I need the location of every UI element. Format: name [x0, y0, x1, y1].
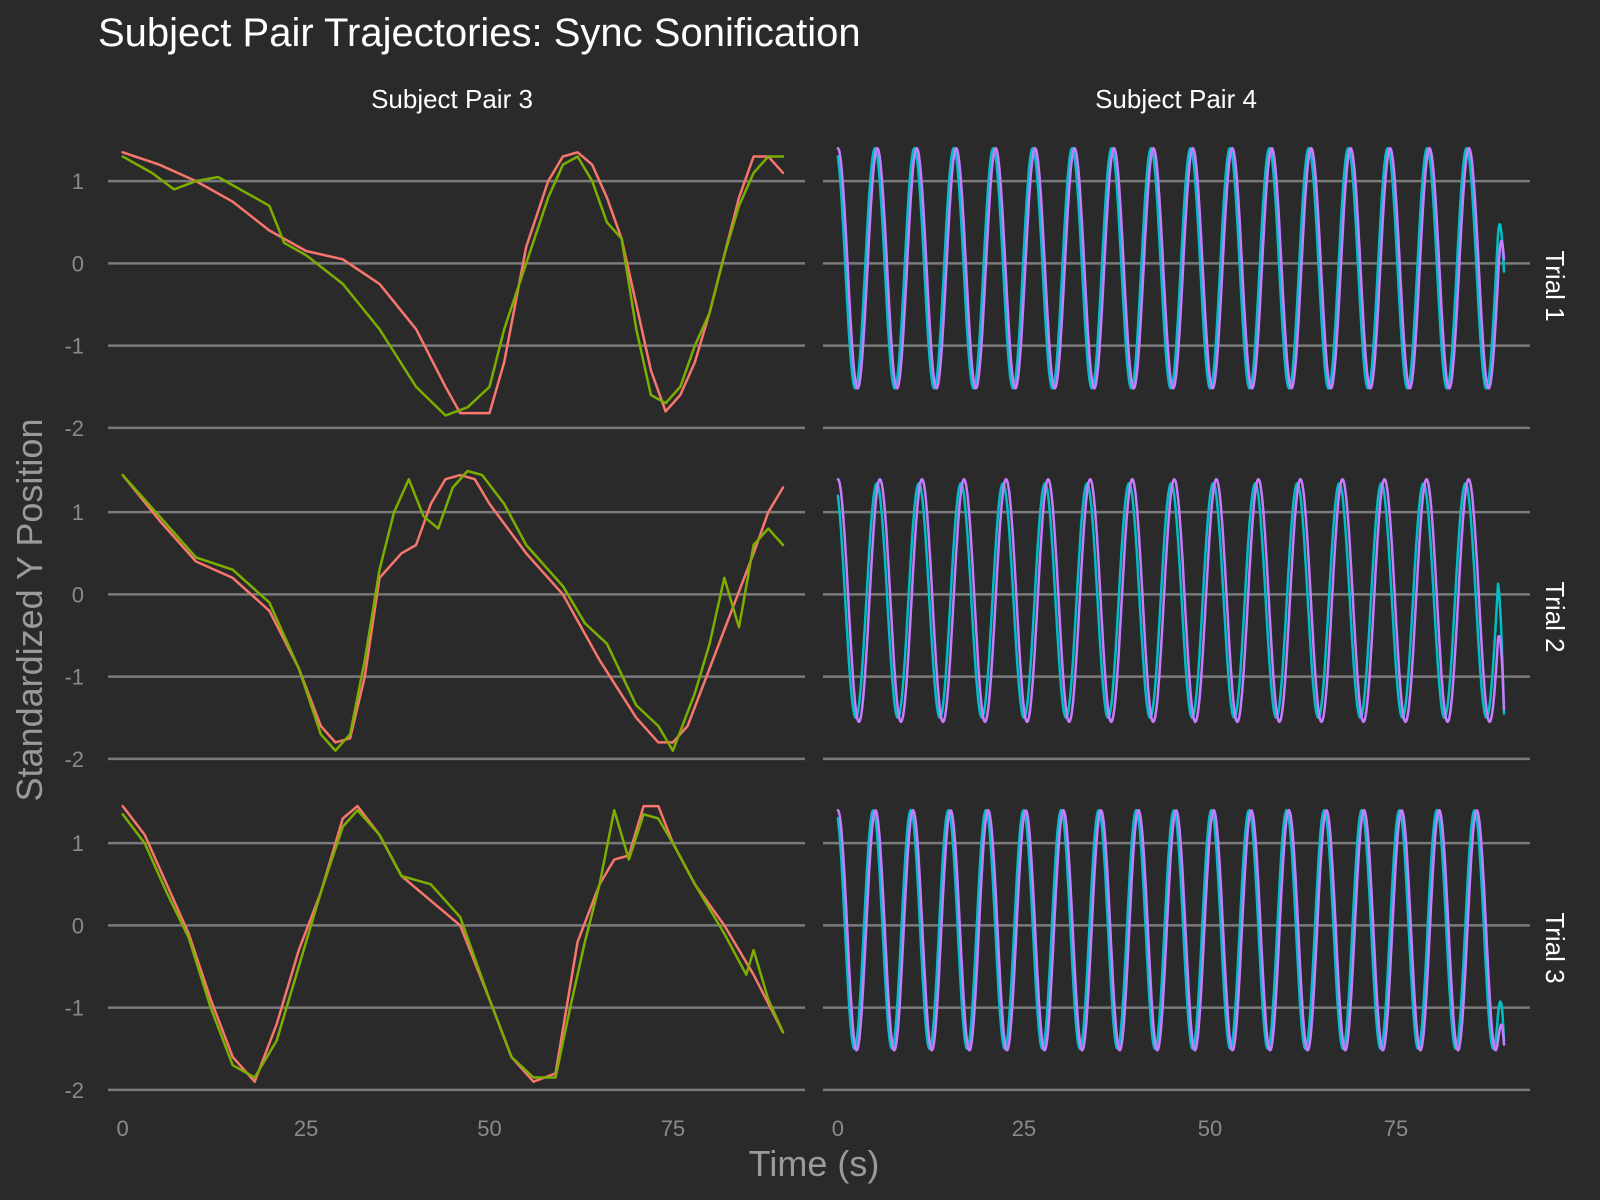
- x-tick-label-subject-pair-4-25: 25: [1012, 1116, 1036, 1141]
- y-tick-label-trial-2--2: -2: [64, 747, 84, 772]
- chart-title: Subject Pair Trajectories: Sync Sonifica…: [98, 11, 861, 55]
- column-strip-subject-pair-4: Subject Pair 4: [1095, 84, 1257, 114]
- y-tick-label-trial-3--1: -1: [64, 996, 84, 1021]
- y-tick-label-trial-1-1: 1: [72, 169, 84, 194]
- panel-trial-2-subject-pair-3: -2 -1 0 1: [64, 469, 805, 772]
- y-tick-label-trial-2--1: -1: [64, 665, 84, 690]
- y-tick-label-trial-1--1: -1: [64, 334, 84, 359]
- x-tick-label-subject-pair-3-25: 25: [294, 1116, 318, 1141]
- x-tick-label-subject-pair-4-75: 75: [1384, 1116, 1408, 1141]
- row-strip-trial-2: Trial 2: [1540, 581, 1570, 652]
- panel-trial-1-subject-pair-3: -2 -1 0 1: [64, 151, 805, 441]
- y-tick-label-trial-1--2: -2: [64, 416, 84, 441]
- panel-trial-1-subject-pair-4-series-1-line: [836, 146, 1506, 390]
- panel-trial-1-subject-pair-3-series-2-line: [121, 155, 785, 417]
- x-tick-label-subject-pair-4-0: 0: [832, 1116, 844, 1141]
- column-strip-subject-pair-3: Subject Pair 3: [371, 84, 533, 114]
- panel-trial-3-subject-pair-4-series-2-line: [836, 808, 1506, 1052]
- x-tick-label-subject-pair-3-0: 0: [117, 1116, 129, 1141]
- panel-trial-3-subject-pair-3-series-1-line: [121, 804, 785, 1083]
- x-axis-title: Time (s): [749, 1143, 880, 1184]
- panel-trial-3-subject-pair-3: -2 -1 0 1 0 25 50 75: [64, 804, 805, 1141]
- y-tick-label-trial-2-0: 0: [72, 582, 84, 607]
- y-tick-label-trial-3-0: 0: [72, 913, 84, 938]
- row-strip-trial-1: Trial 1: [1540, 250, 1570, 321]
- row-strip-trial-3: Trial 3: [1540, 912, 1570, 983]
- panel-trial-3-subject-pair-4: 0 25 50 75 Trial 3: [823, 808, 1570, 1141]
- panel-trial-2-subject-pair-4: Trial 2: [823, 477, 1570, 761]
- panel-trial-1-subject-pair-4: Trial 1: [823, 146, 1570, 430]
- y-tick-label-trial-1-0: 0: [72, 251, 84, 276]
- panel-trial-2-subject-pair-3-series-2-line: [121, 469, 785, 752]
- panel-trial-1-subject-pair-4-series-2-line: [836, 146, 1506, 390]
- y-tick-label-trial-2-1: 1: [72, 500, 84, 525]
- y-tick-label-trial-3--2: -2: [64, 1078, 84, 1103]
- x-tick-label-subject-pair-3-50: 50: [477, 1116, 501, 1141]
- panel-trial-2-subject-pair-4-series-2-line: [836, 477, 1506, 724]
- x-tick-label-subject-pair-4-50: 50: [1198, 1116, 1222, 1141]
- panel-trial-3-subject-pair-3-series-2-line: [121, 808, 785, 1079]
- panel-trial-2-subject-pair-4-series-1-line: [836, 482, 1506, 720]
- x-tick-label-subject-pair-3-75: 75: [661, 1116, 685, 1141]
- y-axis-title: Standardized Y Position: [9, 419, 50, 802]
- y-tick-label-trial-3-1: 1: [72, 831, 84, 856]
